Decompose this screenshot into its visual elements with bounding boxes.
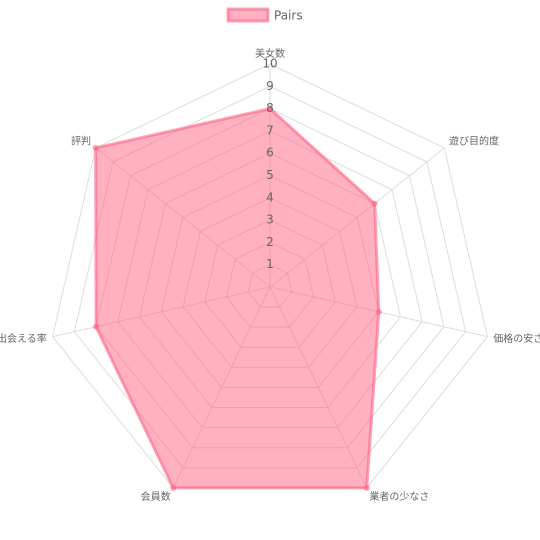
point-label: 会員数 [141, 490, 171, 503]
r-tick-label: 9 [266, 79, 274, 93]
data-point [363, 484, 370, 491]
data-point [170, 484, 177, 491]
r-tick-label: 10 [262, 57, 277, 71]
data-point [93, 323, 100, 330]
r-tick-label: 5 [266, 168, 274, 182]
point-label: 出会える率 [0, 332, 47, 345]
legend-label[interactable]: Pairs [274, 9, 303, 23]
data-point [375, 308, 382, 315]
point-label: 価格の安さ [493, 332, 540, 345]
point-label: 評判 [71, 135, 91, 148]
r-tick-label: 3 [266, 213, 274, 227]
r-tick-label: 4 [266, 190, 274, 204]
point-label: 美女数 [255, 47, 285, 60]
r-tick-label: 6 [266, 146, 274, 160]
data-point [92, 144, 99, 151]
r-tick-label: 2 [266, 235, 274, 249]
point-label: 遊び目的度 [449, 135, 499, 148]
r-tick-label: 1 [266, 257, 274, 271]
point-label: 業者の少なさ [369, 490, 429, 503]
data-point [371, 200, 378, 207]
data-point [267, 105, 273, 112]
r-tick-label: 8 [266, 101, 274, 115]
radar-area [94, 106, 381, 490]
legend-swatch[interactable] [226, 7, 270, 23]
r-tick-label: 7 [266, 123, 274, 137]
